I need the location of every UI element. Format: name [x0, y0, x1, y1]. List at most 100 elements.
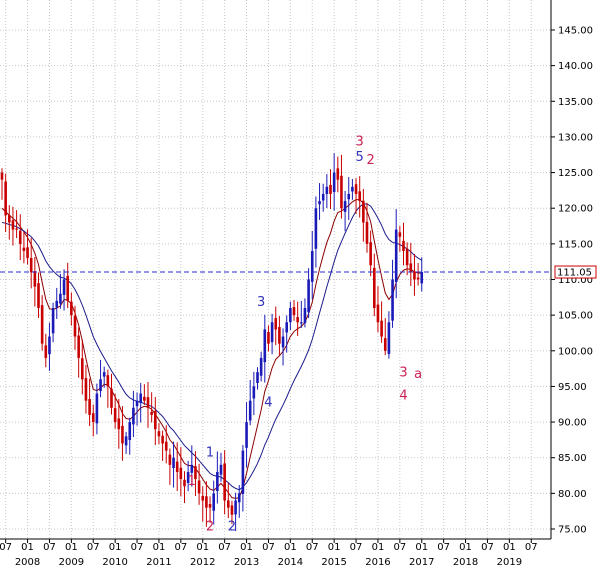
- candle-body: [205, 496, 208, 508]
- candle-body: [146, 397, 150, 408]
- candle-body: [347, 193, 351, 200]
- candle-body: [358, 191, 361, 202]
- candle-body: [99, 379, 102, 392]
- candle: [270, 313, 274, 355]
- x-month-label: 01: [196, 542, 209, 553]
- candle-body: [369, 242, 372, 266]
- candle-body: [256, 372, 259, 384]
- candle: [321, 183, 325, 212]
- candle: [194, 451, 197, 496]
- candle-body: [143, 396, 146, 401]
- candle-body: [219, 464, 223, 475]
- candle: [420, 257, 424, 292]
- candle-body: [329, 184, 332, 194]
- candle: [208, 496, 212, 523]
- x-month-label: 01: [415, 542, 428, 553]
- candle: [245, 402, 248, 468]
- x-year-label: 2019: [497, 557, 522, 568]
- candle: [110, 373, 113, 415]
- candle: [62, 269, 66, 311]
- candle: [186, 460, 190, 492]
- candle-body: [77, 335, 80, 358]
- x-month-label: 01: [65, 542, 78, 553]
- candle-body: [51, 308, 55, 334]
- x-year-label: 2014: [278, 557, 303, 568]
- candle: [369, 230, 372, 277]
- candle: [347, 177, 351, 220]
- candle-body: [11, 220, 15, 230]
- x-month-label: 07: [262, 542, 275, 553]
- y-tick-label: 105.00: [558, 311, 593, 322]
- candle: [296, 301, 299, 337]
- x-month-label: 07: [350, 542, 363, 553]
- candle-body: [29, 258, 33, 273]
- candle-body: [307, 279, 310, 313]
- x-month-label: 01: [372, 542, 385, 553]
- x-month-label: 01: [21, 542, 34, 553]
- candle-body: [179, 467, 183, 480]
- candle: [117, 399, 121, 449]
- candle-body: [59, 293, 62, 304]
- candle-body: [259, 357, 263, 376]
- candle-body: [405, 248, 409, 266]
- candle: [303, 298, 307, 328]
- y-tick-label: 80.00: [558, 489, 587, 500]
- candle: [318, 183, 321, 220]
- candle: [230, 500, 234, 525]
- current-value-label: 111.05: [557, 268, 592, 279]
- candle: [0, 168, 4, 200]
- candle-body: [190, 464, 194, 473]
- candle: [95, 383, 99, 435]
- candle-body: [73, 315, 77, 337]
- candle-body: [230, 505, 234, 515]
- candle: [416, 263, 420, 286]
- candle: [325, 174, 329, 208]
- candle: [164, 425, 168, 464]
- candle: [383, 318, 387, 356]
- candle-body: [161, 435, 164, 444]
- candle-body: [216, 471, 219, 492]
- candle: [121, 406, 124, 461]
- candle-body: [88, 399, 91, 415]
- candle-body: [154, 410, 157, 430]
- slow-moving-average-line: [1, 203, 423, 491]
- x-month-label: 01: [109, 542, 122, 553]
- candle: [219, 452, 223, 482]
- candle-body: [398, 232, 402, 237]
- candle: [150, 392, 153, 423]
- candle: [15, 210, 18, 239]
- x-ticks: 07 01 07 01 07 01 07 01 07 01 07 01 07 01 07 01 07 01 07 01…: [0, 539, 538, 568]
- current-value-box: [554, 265, 597, 279]
- candle-body: [37, 283, 40, 309]
- candle: [380, 301, 383, 343]
- candle: [51, 302, 55, 343]
- candle-body: [285, 322, 288, 333]
- wave-label: 2: [206, 519, 214, 534]
- x-year-label: 2010: [102, 557, 127, 568]
- y-tick-label: 90.00: [558, 418, 587, 429]
- y-tick-label: 125.00: [558, 168, 593, 179]
- wave-label: a: [414, 367, 422, 382]
- x-month-label: 07: [481, 542, 494, 553]
- y-tick-label: 100.00: [558, 346, 593, 357]
- candle-body: [263, 329, 267, 363]
- candle-body: [194, 466, 197, 480]
- x-year-label: 2018: [453, 557, 478, 568]
- x-month-label: 01: [240, 542, 253, 553]
- wave-label: 2: [228, 519, 236, 534]
- candle: [252, 371, 256, 416]
- candle-body: [289, 308, 292, 323]
- x-year-label: 2011: [146, 557, 171, 568]
- candle-body: [168, 454, 172, 465]
- candle-body: [117, 418, 121, 430]
- y-tick-label: 85.00: [558, 453, 587, 464]
- candle-body: [22, 247, 26, 251]
- candle-body: [310, 250, 314, 282]
- wave-label: 4: [264, 395, 272, 410]
- candle-body: [274, 318, 278, 330]
- candle-body: [365, 221, 369, 244]
- candle-body: [296, 317, 299, 323]
- candle: [154, 396, 157, 446]
- candle: [307, 268, 310, 319]
- candle: [205, 481, 208, 527]
